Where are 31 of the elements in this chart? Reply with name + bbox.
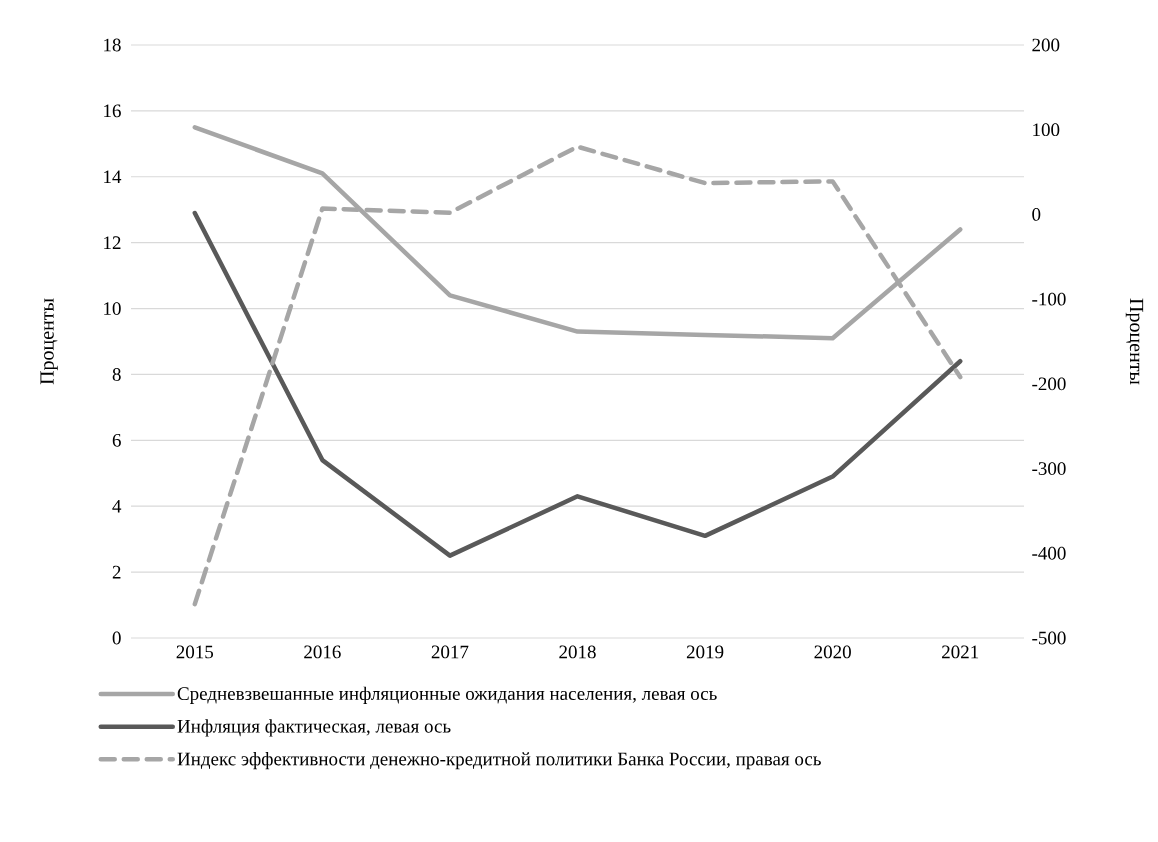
- y2-tick-label: 200: [1032, 38, 1060, 52]
- y-tick-label: 10: [104, 302, 121, 315]
- x-tick-label: 2016: [304, 645, 341, 659]
- x-tick-label: 2017: [431, 645, 469, 659]
- y2-tick-label: -100: [1032, 292, 1066, 306]
- y-tick-label: 0: [112, 631, 121, 645]
- y-tick-label: 8: [112, 368, 121, 381]
- x-tick-label: 2019: [686, 645, 724, 659]
- x-tick-label: 2021: [942, 645, 979, 659]
- legend-label: Индекс эффективности денежно-кредитной политики Банка России, правая ось: [177, 752, 821, 770]
- x-tick-label: 2018: [559, 645, 596, 659]
- y2-tick-label: -300: [1032, 462, 1066, 475]
- legend-label: Средневзвешанные инфляционные ожидания населения, левая ось: [177, 686, 717, 704]
- y2-tick-label: -200: [1032, 377, 1066, 391]
- y-tick-label: 6: [112, 433, 121, 447]
- legend-label: Инфляция фактическая, левая ось: [177, 719, 451, 737]
- y-tick-label: 12: [104, 236, 121, 249]
- x-tick-label: 2020: [814, 645, 851, 659]
- y-tick-label: 2: [112, 565, 121, 579]
- line-series: [192, 210, 963, 558]
- y2-tick-label: 100: [1033, 123, 1060, 137]
- y2-tick-label: 0: [1032, 208, 1041, 221]
- y2-tick-label: -400: [1032, 546, 1066, 560]
- y2-tick-label: -500: [1032, 631, 1066, 645]
- y-tick-label: 16: [104, 104, 121, 118]
- y-tick-label: 4: [112, 499, 122, 513]
- y2-axis-title: Проценты: [1125, 298, 1144, 385]
- y-axis-title: Проценты: [40, 298, 58, 385]
- y-tick-label: 14: [104, 170, 122, 184]
- y-tick-label: 18: [104, 38, 121, 52]
- x-tick-label: 2015: [176, 645, 214, 659]
